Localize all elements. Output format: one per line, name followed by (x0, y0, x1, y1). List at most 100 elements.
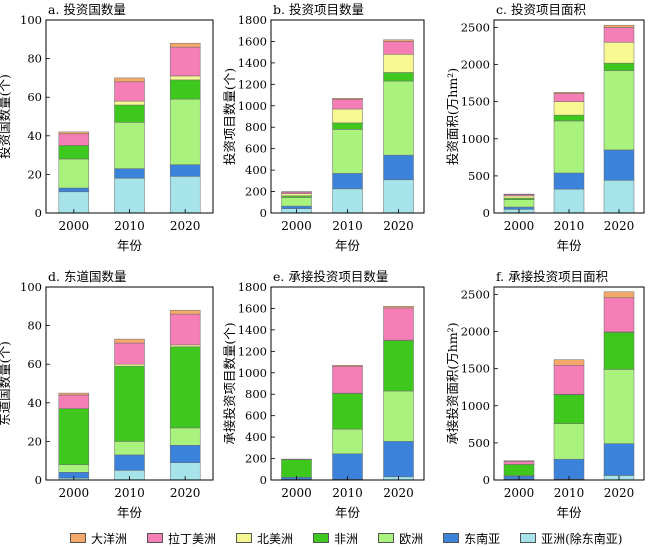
bar-europe-2010 (553, 120, 585, 174)
y-tick-label: 1600 (238, 301, 267, 315)
bar-oceania-2020 (383, 39, 414, 42)
y-tick-label: 20 (27, 167, 42, 181)
legend-label-oceania: 大洋洲 (91, 531, 128, 546)
bar-north_america-2010 (332, 108, 363, 124)
bar-africa-2000 (503, 197, 535, 200)
x-tick-label: 2020 (604, 486, 635, 500)
bar-southeast_asia-2020 (603, 149, 635, 181)
bar-europe-2010 (553, 423, 585, 460)
bar-latin_america-2000 (58, 394, 90, 409)
legend-item-southeast-asia: 东南亚 (443, 530, 500, 547)
bar-southeast_asia-2000 (58, 187, 90, 193)
legend-label-latin-america: 拉丁美洲 (168, 531, 217, 546)
y-tick-label: 0 (260, 473, 267, 487)
y-tick-label: 1600 (238, 34, 267, 48)
y-axis-label: 投资项目数量(个) (222, 68, 237, 165)
chart-title: a. 投资国数量 (48, 2, 126, 17)
x-axis-label: 年份 (556, 238, 582, 253)
legend-swatch-latin-america (147, 533, 164, 543)
bar-africa-2020 (603, 332, 635, 370)
y-tick-label: 100 (20, 13, 42, 27)
legend-label-asia-ex-sea: 亚洲(除东南亚) (541, 531, 623, 546)
bar-oceania-2010 (114, 77, 145, 83)
plot-frame (45, 286, 214, 481)
x-tick-label: 2020 (383, 219, 414, 233)
y-tick-label: 2500 (461, 287, 490, 301)
y-tick-label: 0 (483, 473, 490, 487)
y-tick-label: 1000 (238, 99, 267, 113)
bar-europe-2010 (114, 441, 145, 456)
bar-north_america-2020 (603, 42, 635, 64)
y-tick-label: 600 (245, 409, 267, 423)
chart-panel-2: 2000 2010 2020 0 200 400 600 800 1000 1200 1400 160… (222, 2, 425, 253)
plot-frame (493, 286, 645, 481)
legend-label-southeast-asia: 东南亚 (464, 531, 501, 546)
bar-southeast_asia-2020 (603, 443, 635, 476)
x-tick-label: 2020 (604, 219, 635, 233)
bar-oceania-2010 (332, 365, 363, 367)
x-tick-label: 2010 (332, 486, 363, 500)
bar-southeast_asia-2000 (281, 205, 312, 209)
x-tick-label: 2020 (383, 486, 414, 500)
y-tick-label: 400 (245, 430, 267, 444)
bar-north_america-2010 (553, 101, 585, 116)
chart-title: e. 承接投资项目数量 (273, 269, 388, 284)
legend-label-north-america: 北美洲 (257, 531, 294, 546)
bar-southeast_asia-2000 (503, 206, 535, 210)
y-tick-label: 200 (245, 452, 267, 466)
chart-panel-5: 2000 2010 2020 0 200 400 600 800 1000 1200 1400 160… (222, 269, 425, 520)
y-tick-label: 400 (245, 163, 267, 177)
plot-frame (45, 19, 214, 214)
chart-title: c. 投资项目面积 (496, 2, 586, 17)
y-tick-label: 500 (468, 169, 490, 183)
bar-latin_america-2020 (603, 297, 635, 333)
legend-item-asia-ex-sea: 亚洲(除东南亚) (520, 530, 622, 547)
bar-europe-2000 (58, 158, 90, 189)
y-tick-label: 600 (245, 142, 267, 156)
bar-latin_america-2020 (169, 313, 201, 346)
bar-latin_america-2010 (553, 365, 585, 395)
bar-oceania-2000 (58, 131, 90, 135)
bar-latin_america-2010 (332, 99, 363, 110)
y-tick-label: 20 (27, 434, 42, 448)
y-axis-label: 投资国数量(个) (0, 74, 12, 159)
bar-europe-2000 (58, 464, 90, 473)
bar-southeast_asia-2010 (332, 173, 363, 190)
y-tick-label: 40 (27, 396, 42, 410)
bar-africa-2000 (503, 464, 535, 476)
bar-oceania-2000 (503, 460, 535, 462)
bar-oceania-2020 (383, 306, 414, 309)
plot-frame (270, 19, 425, 214)
y-axis-label: 承接投资项目数量(个) (222, 322, 237, 444)
bar-asia_ex_sea-2020 (383, 179, 414, 214)
legend-swatch-north-america (236, 533, 253, 543)
legend-swatch-africa (313, 533, 330, 543)
x-tick-label: 2000 (281, 219, 312, 233)
x-axis-label: 年份 (556, 505, 582, 520)
bar-europe-2010 (332, 129, 363, 174)
x-tick-label: 2000 (504, 219, 535, 233)
bar-asia_ex_sea-2010 (332, 188, 363, 214)
x-tick-label: 2010 (554, 486, 585, 500)
bar-europe-2010 (332, 428, 363, 455)
bar-oceania-2020 (603, 24, 635, 28)
legend-swatch-europe (378, 533, 395, 543)
x-tick-label: 2010 (114, 486, 145, 500)
bar-africa-2020 (383, 340, 414, 392)
bar-africa-2020 (169, 346, 201, 429)
bar-latin_america-2020 (383, 307, 414, 341)
legend-label-africa: 非洲 (334, 531, 359, 546)
bar-europe-2010 (114, 122, 145, 169)
y-tick-label: 0 (35, 206, 42, 220)
x-tick-label: 2000 (59, 219, 90, 233)
bar-north_america-2020 (169, 75, 201, 81)
bar-europe-2020 (603, 369, 635, 444)
legend-swatch-asia-ex-sea (520, 533, 537, 543)
x-tick-label: 2000 (281, 486, 312, 500)
bar-europe-2020 (383, 80, 414, 156)
bar-asia_ex_sea-2010 (114, 178, 145, 214)
y-axis-label: 投资面积(万hm²) (445, 68, 460, 165)
bar-latin_america-2000 (58, 133, 90, 146)
y-tick-label: 80 (27, 52, 42, 66)
y-tick-label: 1500 (461, 95, 490, 109)
